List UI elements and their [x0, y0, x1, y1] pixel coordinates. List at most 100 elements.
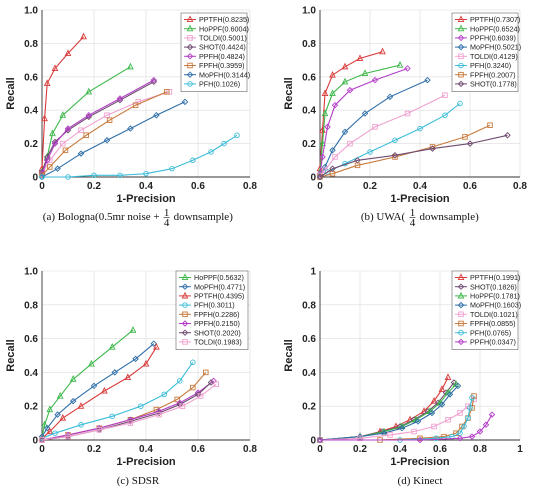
data-point: [324, 123, 331, 131]
legend-marker: [182, 302, 188, 308]
series-line: [41, 329, 134, 437]
data-point: [47, 164, 53, 170]
data-point: [101, 386, 108, 394]
data-point: [43, 424, 51, 432]
data-point: [319, 153, 326, 161]
data-point: [43, 157, 51, 164]
legend-box: [180, 12, 248, 92]
series: [38, 76, 158, 177]
data-point: [234, 132, 240, 138]
data-point: [454, 382, 462, 390]
legend-label: PFH(0.3011): [194, 301, 235, 310]
data-point: [457, 100, 463, 107]
data-point: [438, 401, 446, 408]
data-point: [77, 402, 85, 409]
data-point: [156, 411, 162, 418]
data-point: [153, 342, 160, 350]
legend-marker: [457, 24, 465, 32]
caption-text: (c) SDSR: [117, 475, 160, 487]
data-point: [391, 152, 399, 159]
y-tick-label: 0.8: [24, 300, 38, 311]
legend-label: HoPPF(0.1781): [470, 292, 520, 301]
data-point: [203, 369, 209, 376]
caption: (d) Kinect: [398, 475, 443, 487]
data-point: [446, 391, 454, 398]
x-tick-label: 0: [39, 181, 45, 192]
y-axis-label: Recall: [5, 77, 17, 109]
legend-marker: [186, 43, 194, 51]
data-point: [39, 437, 45, 443]
legend-marker: [181, 273, 189, 281]
legend-marker: [458, 320, 464, 327]
data-point: [434, 399, 442, 407]
series-line: [319, 385, 459, 441]
data-point: [466, 140, 474, 147]
data-point: [164, 89, 170, 95]
series: [316, 132, 511, 181]
data-point: [127, 125, 134, 132]
x-tick-label: 0: [317, 181, 323, 192]
series-line: [319, 94, 446, 176]
data-point: [46, 427, 54, 435]
data-point: [468, 433, 476, 440]
data-point: [51, 64, 59, 72]
data-point: [331, 101, 339, 109]
data-point: [429, 144, 436, 150]
data-point: [357, 435, 363, 442]
legend-marker: [458, 311, 464, 318]
data-point: [91, 172, 97, 179]
legend-label: PFH(0.0765): [470, 328, 511, 337]
data-point: [60, 140, 66, 147]
data-point: [392, 137, 398, 144]
data-point: [77, 150, 85, 157]
data-point: [461, 423, 467, 430]
y-tick-label: 0.2: [302, 402, 316, 413]
x-axis-label: 1-Precision: [390, 456, 450, 468]
data-point: [321, 89, 329, 97]
data-point: [356, 54, 364, 61]
caption: (c) SDSR: [117, 475, 160, 487]
data-point: [197, 393, 204, 399]
data-point: [504, 132, 511, 139]
legend-marker: [457, 338, 465, 346]
data-point: [54, 411, 61, 418]
y-tick-label: 1.0: [302, 6, 316, 17]
chart-panel: 0 0.2 0.4 0.6 0.8 1 0 0.2 0.4 0.6 0.8 1 1-Precision R…: [283, 267, 523, 488]
legend-label: SHOT(0.1778): [470, 80, 517, 89]
data-point: [444, 373, 452, 381]
legend-marker: [458, 53, 464, 60]
y-tick-label: 0: [310, 436, 316, 447]
caption-label: (d) Kinect: [398, 475, 443, 487]
legend-marker: [457, 43, 465, 51]
data-point: [316, 173, 324, 181]
data-point: [150, 76, 158, 84]
caption-text: (b) UWA(: [361, 211, 406, 223]
y-tick-label: 1: [310, 267, 316, 278]
data-point: [424, 76, 431, 84]
data-point: [116, 95, 124, 102]
data-point: [346, 86, 354, 94]
data-point: [150, 340, 158, 347]
data-point: [417, 435, 423, 442]
data-point: [329, 71, 336, 78]
data-point: [108, 342, 116, 350]
data-point: [127, 416, 134, 423]
legend-marker: [187, 62, 193, 69]
data-point: [96, 427, 102, 433]
data-point: [347, 140, 353, 147]
data-point: [169, 165, 175, 172]
series-line: [41, 66, 131, 173]
data-point: [341, 77, 349, 85]
data-point: [469, 395, 475, 401]
caption-label: (b) UWA(: [361, 211, 406, 223]
legend-marker: [457, 273, 465, 281]
data-point: [319, 139, 326, 147]
series-line: [320, 414, 493, 441]
series: [316, 382, 462, 444]
data-point: [51, 140, 59, 147]
data-point: [103, 137, 111, 144]
data-point: [62, 147, 69, 154]
x-tick-label: 0.2: [363, 181, 377, 192]
data-point: [213, 381, 219, 387]
y-tick-label: 0.8: [302, 300, 316, 311]
